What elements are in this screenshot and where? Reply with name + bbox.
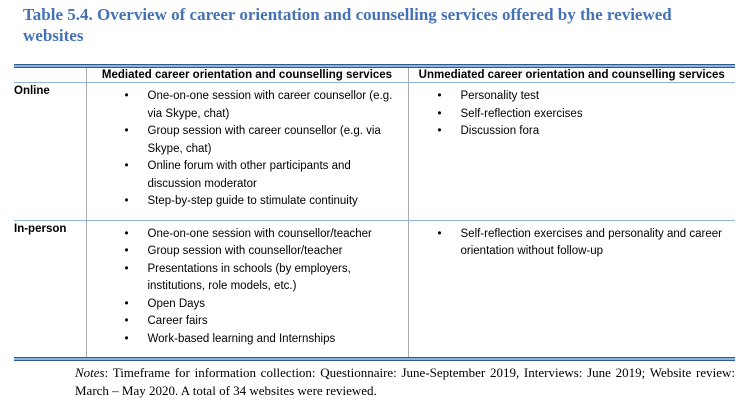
col-header-mediated: Mediated career orientation and counsell…: [85, 68, 408, 83]
cell-online-unmediated: Personality testSelf-reflection exercise…: [407, 82, 736, 221]
cell-online-mediated: One-on-one session with career counsello…: [85, 82, 408, 221]
service-item: Discussion fora: [436, 123, 728, 141]
service-item: Work-based learning and Internships: [123, 331, 400, 349]
service-item: Personality test: [436, 88, 728, 106]
table-row-online: Online One-on-one session with career co…: [14, 82, 736, 221]
online-mediated-list: One-on-one session with career counsello…: [87, 83, 408, 220]
service-item: Career fairs: [123, 313, 400, 331]
service-item: One-on-one session with counsellor/teach…: [123, 226, 400, 244]
service-item: Online forum with other participants and…: [123, 158, 400, 193]
notes-text: : Timeframe for information collection: …: [75, 365, 735, 398]
notes: Notes: Timeframe for information collect…: [75, 364, 735, 399]
col-header-unmediated: Unmediated career orientation and counse…: [407, 68, 735, 83]
table-title: Table 5.4. Overview of career orientatio…: [23, 5, 672, 45]
services-table: Mediated career orientation and counsell…: [14, 68, 735, 357]
service-item: Presentations in schools (by employers, …: [123, 261, 400, 296]
service-item: Open Days: [123, 296, 400, 314]
service-item: Step-by-step guide to stimulate continui…: [123, 193, 400, 211]
row-label-in-person: In-person: [14, 222, 67, 235]
in-person-unmediated-list: Self-reflection exercises and personalit…: [409, 221, 736, 270]
service-item: Self-reflection exercises: [436, 106, 728, 124]
service-item: One-on-one session with career counsello…: [123, 88, 400, 123]
header-row: Mediated career orientation and counsell…: [14, 68, 735, 83]
table-row-in-person: In-person One-on-one session with counse…: [14, 220, 735, 357]
service-item: Group session with career counsellor (e.…: [123, 123, 400, 158]
row-label-online: Online: [14, 82, 86, 221]
table-top-border: [14, 64, 735, 68]
cell-in-person-unmediated: Self-reflection exercises and personalit…: [407, 220, 736, 357]
cell-in-person-mediated: One-on-one session with counsellor/teach…: [85, 220, 408, 358]
table-bottom-border: [14, 357, 735, 361]
in-person-mediated-list: One-on-one session with counsellor/teach…: [87, 221, 408, 358]
service-item: Group session with counsellor/teacher: [123, 243, 400, 261]
notes-label: Notes: [75, 365, 105, 380]
services-table-wrap: Mediated career orientation and counsell…: [14, 64, 735, 361]
header-cell-empty: [14, 68, 86, 83]
service-item: Self-reflection exercises and personalit…: [436, 226, 728, 261]
online-unmediated-list: Personality testSelf-reflection exercise…: [409, 83, 736, 150]
